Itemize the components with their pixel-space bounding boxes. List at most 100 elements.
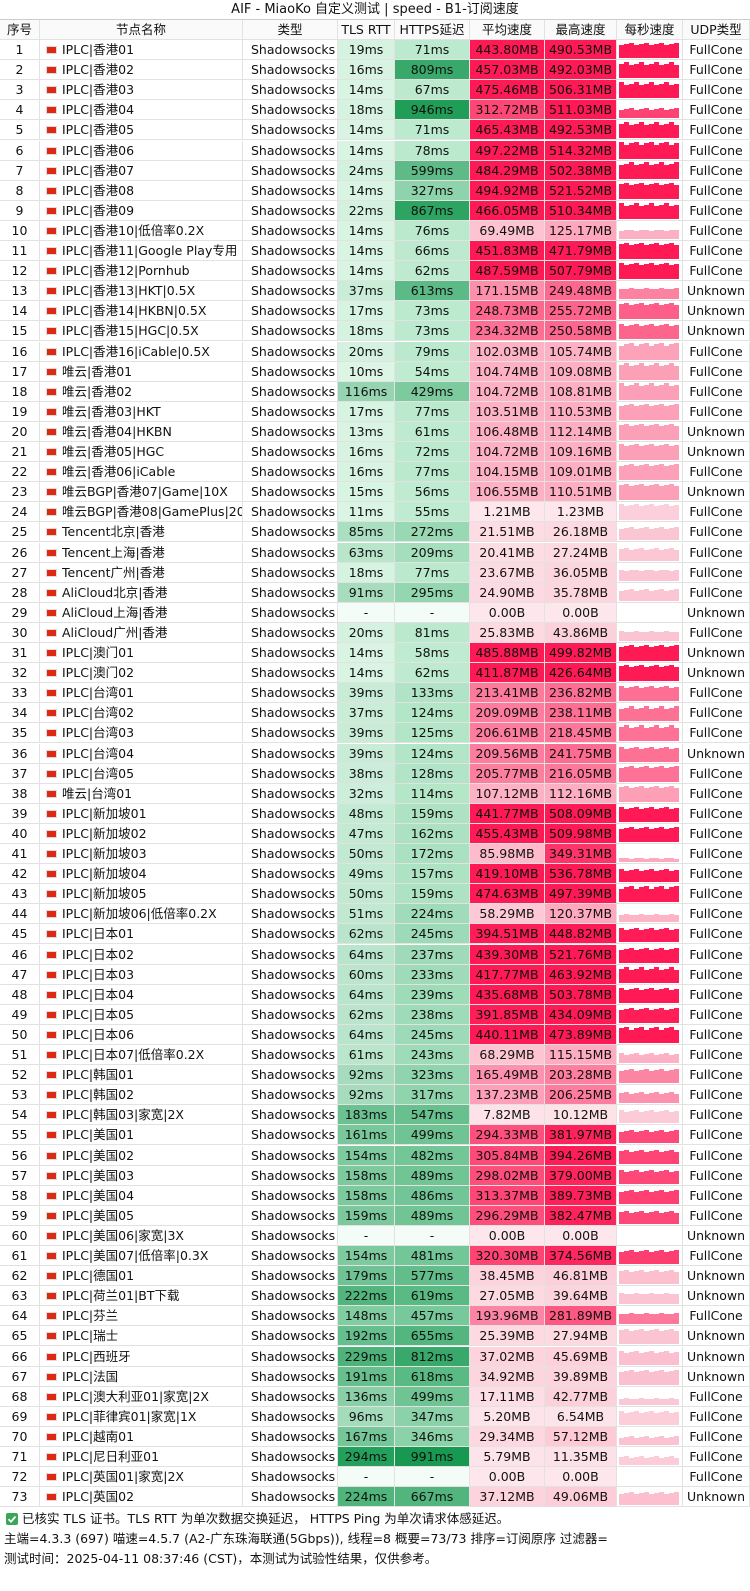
speed-bar bbox=[619, 230, 624, 239]
node-type: Shadowsocks bbox=[243, 1045, 338, 1066]
speed-bar bbox=[669, 967, 674, 983]
udp-type: FullCone bbox=[683, 964, 750, 985]
tls-rtt: 18ms bbox=[338, 321, 395, 342]
speed-bar bbox=[664, 1292, 669, 1305]
per-second-speed bbox=[617, 1447, 683, 1468]
speed-bar bbox=[664, 45, 669, 59]
speed-bar bbox=[629, 549, 634, 561]
speed-bar bbox=[629, 1053, 634, 1064]
speed-bar bbox=[634, 1132, 639, 1144]
speed-bar bbox=[654, 785, 659, 802]
per-second-speed bbox=[617, 844, 683, 865]
speed-bar bbox=[664, 1071, 669, 1084]
speed-bar bbox=[634, 1151, 639, 1164]
speed-bar bbox=[664, 262, 669, 280]
max-speed: 0.00B bbox=[545, 1467, 617, 1488]
row-index: 19 bbox=[0, 401, 40, 422]
speed-bar bbox=[674, 1399, 679, 1405]
tls-rtt: 18ms bbox=[338, 562, 395, 583]
speed-bar bbox=[669, 1436, 674, 1445]
udp-type: Unknown bbox=[683, 663, 750, 684]
report-title: AIF - MiaoKo 自定义测试 | speed - B1-订阅速度 bbox=[0, 0, 750, 20]
avg-speed: 441.77MB bbox=[470, 803, 545, 824]
avg-speed: 103.51MB bbox=[470, 401, 545, 422]
speed-bar bbox=[654, 1270, 659, 1285]
speed-bar bbox=[639, 1397, 644, 1405]
node-name: IPLC|日本02 bbox=[40, 944, 243, 965]
speed-bar bbox=[619, 1110, 624, 1124]
speed-bar bbox=[619, 82, 624, 99]
node-type: Shadowsocks bbox=[243, 823, 338, 844]
speed-bar bbox=[624, 749, 629, 762]
speed-bar bbox=[639, 1413, 644, 1425]
per-second-speed bbox=[617, 522, 683, 543]
speed-bar bbox=[669, 749, 674, 762]
speed-bar bbox=[674, 1053, 679, 1064]
speed-bar bbox=[654, 302, 659, 320]
flag-icon bbox=[46, 1071, 57, 1080]
tls-rtt: 159ms bbox=[338, 1205, 395, 1226]
speed-bar bbox=[634, 1314, 639, 1325]
speed-bar bbox=[654, 1352, 659, 1365]
https-latency: 237ms bbox=[395, 944, 470, 965]
speed-bar bbox=[669, 84, 674, 99]
speed-bar bbox=[649, 304, 654, 320]
max-speed: 43.86MB bbox=[545, 622, 617, 643]
speed-bar bbox=[629, 1457, 634, 1466]
https-latency: 482ms bbox=[395, 1145, 470, 1166]
speed-bar bbox=[624, 506, 629, 521]
avg-speed: 37.12MB bbox=[470, 1487, 545, 1508]
avg-speed: 494.92MB bbox=[470, 180, 545, 201]
row-index: 5 bbox=[0, 120, 40, 141]
row-index: 72 bbox=[0, 1467, 40, 1488]
tls-rtt: 148ms bbox=[338, 1306, 395, 1327]
speed-bar bbox=[659, 185, 664, 199]
speed-bar bbox=[649, 164, 654, 179]
speed-bar bbox=[629, 915, 634, 923]
speed-bar bbox=[624, 785, 629, 802]
node-name: IPLC|台湾03 bbox=[40, 723, 243, 744]
node-name: IPLC|韩国03|家宽|2X bbox=[40, 1105, 243, 1126]
node-type: Shadowsocks bbox=[243, 1286, 338, 1307]
speed-bar bbox=[674, 287, 679, 300]
speed-bar bbox=[649, 767, 654, 782]
speed-bar bbox=[674, 1436, 679, 1445]
per-second-speed bbox=[617, 783, 683, 804]
row-index: 67 bbox=[0, 1366, 40, 1387]
avg-speed: 106.55MB bbox=[470, 482, 545, 503]
speed-bar bbox=[644, 108, 649, 119]
node-name: Tencent北京|香港 bbox=[40, 522, 243, 543]
https-latency: 613ms bbox=[395, 281, 470, 302]
speed-bar bbox=[659, 108, 664, 119]
speed-bar bbox=[674, 706, 679, 722]
header-avg: 平均速度 bbox=[470, 20, 545, 40]
tls-rtt: 17ms bbox=[338, 301, 395, 322]
avg-speed: 0.00B bbox=[470, 1467, 545, 1488]
speed-bar bbox=[629, 1436, 634, 1445]
max-speed: 507.79MB bbox=[545, 261, 617, 282]
speed-bar bbox=[619, 1192, 624, 1204]
node-name: IPLC|澳大利亚01|家宽|2X bbox=[40, 1386, 243, 1407]
udp-type: Unknown bbox=[683, 1286, 750, 1307]
node-name: IPLC|日本01 bbox=[40, 924, 243, 945]
speed-bar bbox=[669, 1008, 674, 1023]
tls-rtt: 19ms bbox=[338, 40, 395, 61]
max-speed: 218.45MB bbox=[545, 723, 617, 744]
per-second-speed bbox=[617, 120, 683, 141]
per-second-speed bbox=[617, 301, 683, 322]
speed-bar bbox=[654, 967, 659, 983]
speed-bar bbox=[634, 466, 639, 481]
per-second-speed bbox=[617, 723, 683, 744]
flag-icon bbox=[46, 608, 57, 617]
https-latency: 667ms bbox=[395, 1487, 470, 1508]
speed-bar bbox=[624, 589, 629, 601]
speed-bar bbox=[659, 826, 664, 842]
udp-type: FullCone bbox=[683, 1045, 750, 1066]
avg-speed: 455.43MB bbox=[470, 823, 545, 844]
udp-type: FullCone bbox=[683, 180, 750, 201]
node-name: IPLC|日本06 bbox=[40, 1024, 243, 1045]
speed-bar bbox=[624, 967, 629, 983]
max-speed: 0.00B bbox=[545, 1225, 617, 1246]
row-index: 52 bbox=[0, 1065, 40, 1086]
